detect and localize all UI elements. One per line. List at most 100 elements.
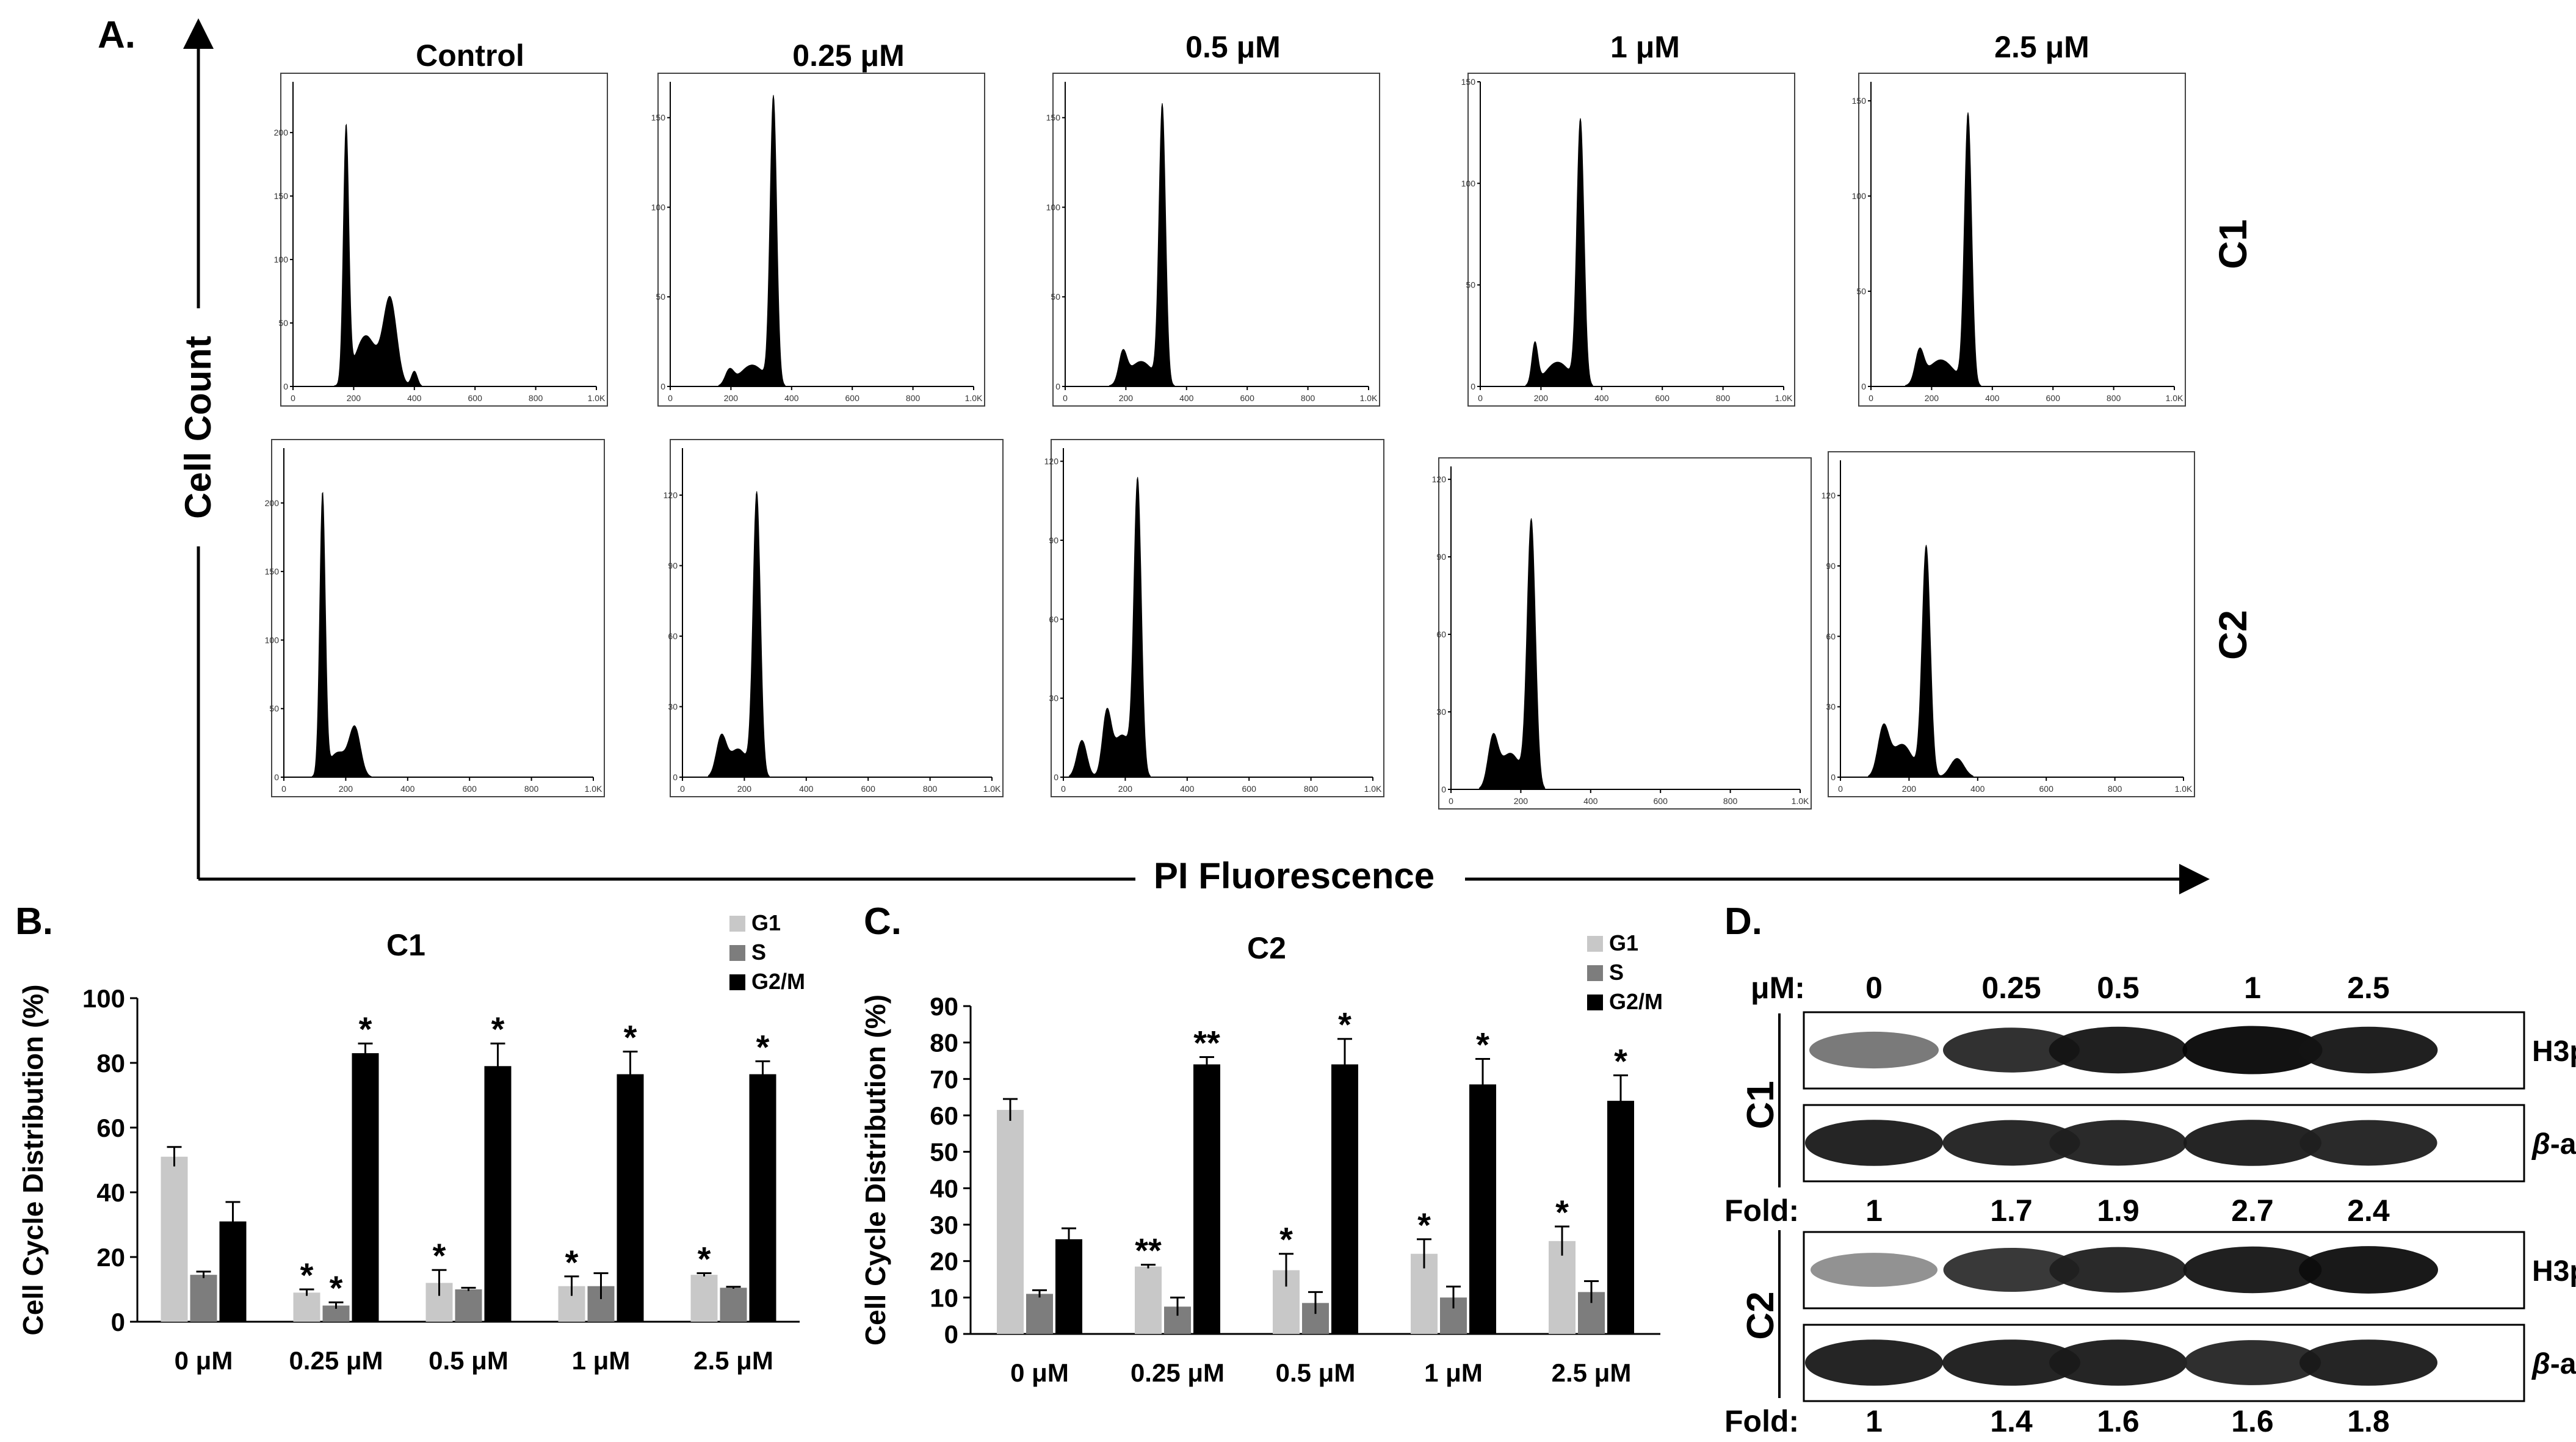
legend-label-g1: G1 — [1609, 930, 1638, 955]
bar-chart-x-tick-label: 2.5 μM — [1552, 1358, 1632, 1387]
histogram-x-tick-label: 0 — [1061, 784, 1066, 794]
histogram-y-tick-label: 30 — [668, 702, 678, 712]
histogram-distribution — [1451, 518, 1800, 790]
row-label-c1: C1 — [2211, 219, 2255, 269]
bar-s-0-m — [190, 1275, 217, 1322]
histogram-y-tick-label: 120 — [664, 490, 678, 500]
bar-chart-y-tick-label: 100 — [82, 984, 125, 1013]
band-c1-actin-lane-4 — [2183, 1120, 2321, 1166]
dose-label: 1 — [2244, 971, 2261, 1005]
histogram-distribution — [682, 491, 992, 778]
histogram-x-tick-label: 0 — [1449, 796, 1453, 806]
histogram-distribution — [670, 95, 974, 387]
histogram-y-tick-label: 120 — [1822, 491, 1836, 501]
bar-chart-x-tick-label: 0 μM — [175, 1346, 233, 1375]
condition-header-0-25: 0.25 μM — [792, 38, 904, 73]
western-c1-label: C1 — [1740, 1081, 1782, 1129]
histogram-x-tick-label: 0 — [1063, 393, 1068, 403]
histogram-x-tick-label: 800 — [1716, 393, 1731, 403]
histogram-x-tick-label: 0 — [668, 393, 673, 403]
bar-chart-y-tick-label: 60 — [96, 1114, 125, 1142]
histogram-y-tick-label: 90 — [1826, 561, 1836, 571]
histogram-x-tick-label: 400 — [1985, 393, 2000, 403]
histogram-x-tick-label: 800 — [2108, 784, 2122, 794]
histogram-x-tick-label: 1.0K — [1792, 796, 1809, 806]
histogram-x-tick-label: 1.0K — [2175, 784, 2193, 794]
histogram-y-tick-label: 0 — [283, 382, 288, 391]
band-label-c1-h3ps10: H3pS10 — [2532, 1035, 2576, 1068]
legend-swatch-g1 — [1587, 936, 1603, 952]
histogram-x-tick-label: 800 — [1301, 393, 1315, 403]
histogram-y-tick-label: 150 — [1852, 96, 1867, 106]
row-label-c2: C2 — [2211, 610, 2255, 660]
histogram-frame — [1467, 73, 1795, 407]
bar-chart-c1: C1 Cell Cycle Distribution (%) 0 20 40 60 80 10… — [17, 910, 805, 1375]
histogram-x-tick-label: 1.0K — [1360, 393, 1378, 403]
histogram-x-tick-label: 400 — [1180, 784, 1195, 794]
significance-marker: * — [624, 1018, 637, 1056]
band-c2-h3ps10-lane-4 — [2183, 1246, 2322, 1294]
band-c2-h3ps10-lane-1 — [1811, 1253, 1937, 1287]
fold-value-c2: 1.6 — [2231, 1404, 2274, 1438]
histogram-x-tick-label: 200 — [737, 784, 752, 794]
band-label-c1-actin: β-actin — [2531, 1128, 2576, 1161]
bar-chart-y-tick-label: 20 — [96, 1243, 125, 1272]
histogram-distribution — [1871, 112, 2174, 387]
bar-g1-0-m — [161, 1156, 188, 1322]
bar-chart-y-tick-label: 70 — [930, 1065, 958, 1093]
histogram-y-tick-label: 0 — [1861, 382, 1866, 391]
histogram-c1-0-5-m: 0 200 400 600 800 1.0K 0 50 100 150 — [1046, 73, 1380, 407]
western-fold-label-c2: Fold: — [1724, 1404, 1799, 1438]
histogram-x-tick-label: 200 — [1119, 393, 1134, 403]
histogram-x-tick-label: 600 — [463, 784, 477, 794]
histogram-distribution — [1480, 118, 1784, 387]
histogram-y-tick-label: 200 — [274, 128, 289, 137]
bar-g2-m-0-5-m — [484, 1066, 512, 1322]
histogram-y-tick-label: 150 — [1046, 113, 1061, 123]
histogram-distribution — [293, 123, 596, 387]
legend-swatch-g2-m — [1587, 995, 1603, 1010]
bar-s-2-5-m — [720, 1288, 747, 1322]
significance-marker: * — [698, 1240, 711, 1278]
histogram-y-tick-label: 90 — [1436, 552, 1446, 562]
histogram-x-tick-label: 1.0K — [983, 784, 1001, 794]
bar-chart-y-axis-title: Cell Cycle Distribution (%) — [17, 984, 49, 1335]
histogram-c2-control: 0 200 400 600 800 1.0K 0 50 100 150 200 — [265, 439, 605, 797]
bar-chart-y-tick-label: 20 — [930, 1247, 958, 1276]
histogram-x-tick-label: 200 — [1118, 784, 1133, 794]
histogram-x-tick-label: 600 — [1240, 393, 1255, 403]
histogram-y-tick-label: 100 — [1046, 202, 1061, 212]
histogram-y-tick-label: 0 — [660, 382, 665, 391]
bar-g2-m-0-25-m — [352, 1053, 379, 1322]
bar-g1-0-25-m — [293, 1292, 320, 1322]
fold-value-c2: 1.8 — [2347, 1404, 2390, 1438]
bar-chart-y-tick-label: 60 — [930, 1101, 958, 1130]
histogram-y-tick-label: 0 — [1055, 382, 1060, 391]
bar-g2-m-0-m — [1055, 1239, 1082, 1334]
significance-marker: * — [330, 1269, 343, 1307]
legend-label-g2-m: G2/M — [751, 969, 805, 994]
band-c1-h3ps10-lane-3 — [2049, 1026, 2188, 1074]
histogram-y-tick-label: 30 — [1436, 707, 1446, 717]
histogram-y-tick-label: 150 — [274, 191, 289, 201]
histogram-c1-0-25-m: 0 200 400 600 800 1.0K 0 50 100 150 — [651, 73, 985, 407]
band-c1-actin-lane-3 — [2049, 1120, 2187, 1166]
histogram-x-tick-label: 0 — [1838, 784, 1843, 794]
condition-header-1: 1 μM — [1610, 30, 1680, 64]
bar-chart-y-tick-label: 40 — [96, 1178, 125, 1207]
histogram-y-tick-label: 50 — [1466, 280, 1475, 290]
histogram-x-tick-label: 600 — [845, 393, 860, 403]
histogram-y-tick-label: 120 — [1432, 474, 1447, 484]
histogram-y-tick-label: 120 — [1044, 457, 1059, 466]
panel-a-x-axis-title: PI Fluorescence — [1154, 855, 1435, 896]
significance-marker: * — [565, 1243, 579, 1281]
panel-a-y-axis-title: Cell Count — [178, 336, 219, 519]
histogram-x-tick-label: 800 — [524, 784, 539, 794]
bar-chart-x-tick-label: 1 μM — [572, 1346, 631, 1375]
dose-label: 2.5 — [2347, 971, 2390, 1005]
bar-s-0-5-m — [455, 1289, 482, 1322]
histogram-y-tick-label: 90 — [1049, 535, 1058, 545]
bar-g2-m-0-25-m — [1193, 1064, 1220, 1334]
histogram-x-tick-label: 600 — [1242, 784, 1257, 794]
bar-chart-y-tick-label: 80 — [930, 1029, 958, 1057]
